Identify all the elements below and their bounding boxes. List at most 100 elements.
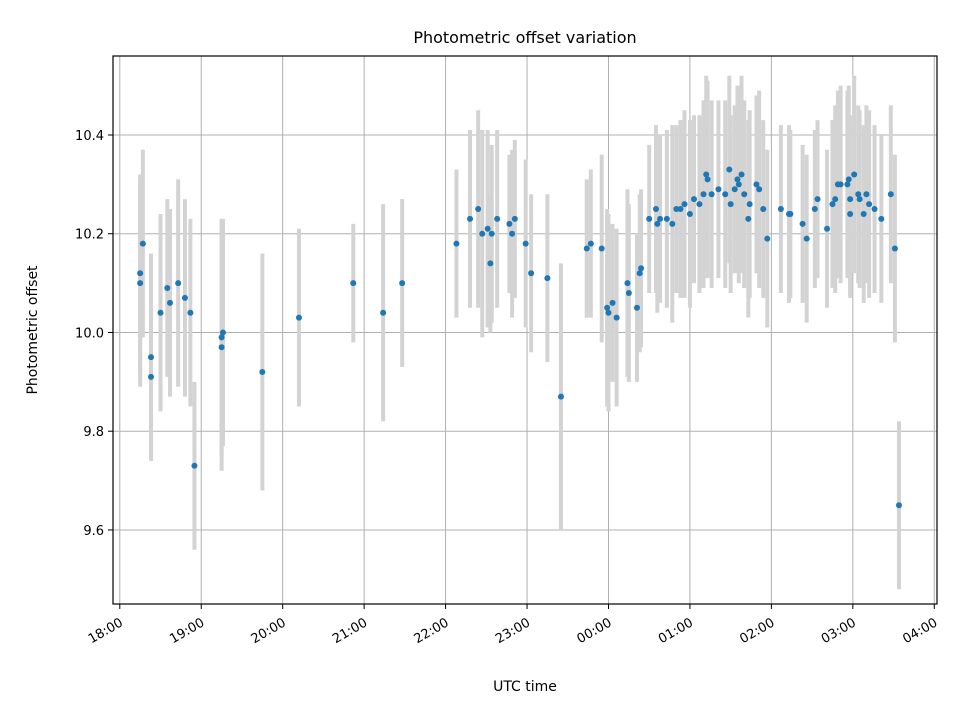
- data-point: [511, 215, 518, 222]
- data-point: [218, 334, 225, 341]
- data-point: [605, 309, 612, 316]
- data-point: [738, 171, 745, 178]
- data-point: [837, 181, 844, 188]
- data-point: [475, 206, 482, 213]
- data-point: [866, 201, 873, 208]
- data-point: [760, 206, 767, 213]
- data-point: [506, 220, 513, 227]
- chart-title: Photometric offset variation: [413, 28, 636, 47]
- data-point: [218, 344, 225, 351]
- data-point: [722, 191, 729, 198]
- y-axis-label: Photometric offset: [25, 265, 41, 395]
- data-point: [681, 201, 688, 208]
- data-point: [137, 270, 144, 277]
- grid: [113, 56, 937, 604]
- y-tick-label: 10.2: [75, 228, 104, 243]
- data-point: [745, 215, 752, 222]
- y-axis-ticks: 9.6 9.8 10.0 10.2 10.4: [75, 129, 113, 539]
- data-point: [148, 373, 155, 380]
- data-point: [777, 206, 784, 213]
- data-point: [479, 230, 486, 237]
- data-point: [669, 220, 676, 227]
- data-point: [453, 240, 460, 247]
- data-point: [686, 210, 693, 217]
- data-point: [887, 191, 894, 198]
- data-point: [494, 215, 501, 222]
- data-point: [557, 393, 564, 400]
- data-point: [522, 240, 529, 247]
- data-point: [860, 210, 867, 217]
- data-point: [181, 294, 188, 301]
- data-point: [175, 280, 182, 287]
- data-point: [544, 275, 551, 282]
- data-point: [587, 240, 594, 247]
- data-point: [863, 191, 870, 198]
- data-point: [878, 215, 885, 222]
- data-point: [741, 191, 748, 198]
- data-point: [259, 368, 266, 375]
- data-point: [734, 176, 741, 183]
- y-tick-label: 9.6: [83, 524, 104, 539]
- markers: [137, 166, 902, 509]
- data-point: [756, 186, 763, 193]
- data-point: [646, 215, 653, 222]
- data-point: [350, 280, 357, 287]
- data-point: [636, 270, 643, 277]
- data-point: [399, 280, 406, 287]
- data-point: [598, 245, 605, 252]
- data-point: [727, 201, 734, 208]
- plot-frame: [112, 55, 938, 605]
- data-point: [700, 191, 707, 198]
- data-point: [638, 265, 645, 272]
- data-point: [148, 354, 155, 361]
- y-tick-label: 10.0: [75, 326, 104, 341]
- data-point: [624, 280, 631, 287]
- data-point: [832, 196, 839, 203]
- data-point: [824, 225, 831, 232]
- data-point: [137, 280, 144, 287]
- data-point: [625, 289, 632, 296]
- data-point: [891, 245, 898, 252]
- data-point: [380, 309, 387, 316]
- data-point: [735, 181, 742, 188]
- data-point: [652, 206, 659, 213]
- data-point: [677, 206, 684, 213]
- data-point: [871, 206, 878, 213]
- data-point: [609, 299, 616, 306]
- data-point: [845, 176, 852, 183]
- data-point: [829, 201, 836, 208]
- data-point: [847, 210, 854, 217]
- data-point: [157, 309, 164, 316]
- data-point: [191, 462, 198, 469]
- data-point: [855, 191, 862, 198]
- data-point: [604, 304, 611, 311]
- data-point: [811, 206, 818, 213]
- data-point: [851, 171, 858, 178]
- data-point: [787, 210, 794, 217]
- data-point: [703, 171, 710, 178]
- data-point: [484, 225, 491, 232]
- data-point: [295, 314, 302, 321]
- data-point: [164, 285, 171, 292]
- data-point: [187, 309, 194, 316]
- data-point: [663, 215, 670, 222]
- data-point: [167, 299, 174, 306]
- data-point: [726, 166, 733, 173]
- data-point: [654, 220, 661, 227]
- data-point: [704, 176, 711, 183]
- data-point: [844, 181, 851, 188]
- data-point: [746, 201, 753, 208]
- data-point: [856, 196, 863, 203]
- y-tick-label: 10.4: [75, 129, 104, 144]
- data-point: [139, 240, 146, 247]
- data-point: [528, 270, 535, 277]
- data-point: [715, 186, 722, 193]
- data-point: [895, 502, 902, 509]
- data-point: [847, 196, 854, 203]
- data-point: [691, 196, 698, 203]
- data-point: [696, 201, 703, 208]
- x-axis-label: UTC time: [493, 679, 557, 695]
- data-point: [633, 304, 640, 311]
- data-point: [488, 230, 495, 237]
